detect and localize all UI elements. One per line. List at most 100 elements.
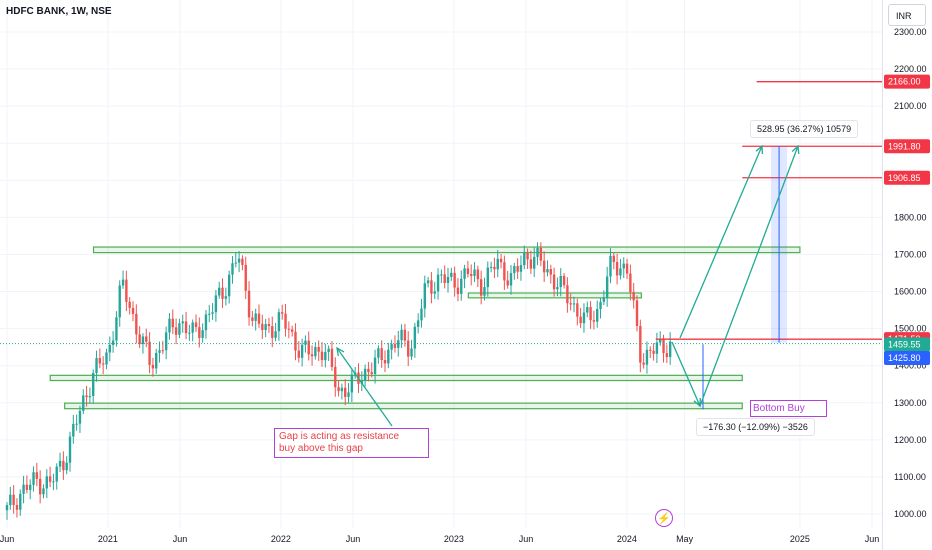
low-price-tag: 1425.80 <box>888 353 921 363</box>
candle-body <box>549 269 552 275</box>
candle-body <box>605 276 609 298</box>
candle-body <box>29 484 32 490</box>
support-zone <box>49 374 743 382</box>
range-up-label: 528.95 (36.27%) 10579 <box>750 120 859 138</box>
candle-body <box>290 329 294 332</box>
candle-body <box>430 280 433 294</box>
candle-body <box>224 296 228 299</box>
candle-body <box>668 341 672 358</box>
candle-body <box>247 290 251 318</box>
candle-body <box>284 313 287 329</box>
candle-body <box>234 262 237 264</box>
candle-body <box>370 372 373 374</box>
candle-body <box>294 331 297 351</box>
level-tag-bg <box>884 74 930 89</box>
candle-body <box>218 287 221 296</box>
x-tick-label: 2025 <box>790 534 810 544</box>
level-tag: 2166.00 <box>888 77 921 87</box>
candle-body <box>101 363 105 365</box>
candle-body <box>261 323 264 330</box>
candle-body <box>337 387 340 392</box>
candle-body <box>377 348 380 358</box>
candle-body <box>529 259 533 269</box>
candle-body <box>19 493 22 510</box>
candle-body <box>483 287 486 296</box>
candle-body <box>241 258 244 265</box>
candle-body <box>135 313 138 335</box>
x-tick-label: 2024 <box>617 534 637 544</box>
current-price-tag: 1459.55 <box>888 339 921 349</box>
y-tick-label: 1600.00 <box>894 287 927 297</box>
candle-body <box>148 341 151 365</box>
candle-body <box>609 255 612 277</box>
currency-selector[interactable]: INR <box>888 4 926 26</box>
candle-body <box>62 460 65 471</box>
candle-body <box>649 349 652 351</box>
candle-body <box>592 320 596 322</box>
candle-body <box>639 325 642 363</box>
arrow-head <box>755 144 764 155</box>
candle-body <box>198 327 201 338</box>
candle-body <box>566 285 569 304</box>
bottom-buy-note[interactable]: Bottom Buy <box>750 400 827 417</box>
candle-body <box>287 328 291 330</box>
candle-body <box>38 478 42 495</box>
candle-body <box>58 460 62 467</box>
candle-body <box>55 466 58 482</box>
candle-body <box>221 287 224 299</box>
candle-body <box>536 247 539 257</box>
y-tick-label: 2300.00 <box>894 27 927 37</box>
candle-body <box>393 344 397 348</box>
lightning-icon[interactable]: ⚡ <box>655 509 673 527</box>
candle-body <box>470 274 473 276</box>
candle-body <box>380 348 383 361</box>
candle-body <box>191 322 194 333</box>
candle-body <box>201 330 204 338</box>
candle-body <box>519 265 523 272</box>
y-tick-label: 1200.00 <box>894 435 927 445</box>
candle-body <box>629 273 632 293</box>
candle-body <box>264 324 267 330</box>
candle-body <box>320 351 324 361</box>
candle-body <box>141 336 145 345</box>
current-price-tag-bg <box>884 337 930 352</box>
candle-body <box>52 481 55 483</box>
candle-body <box>463 268 466 279</box>
candle-body <box>612 255 615 263</box>
candle-body <box>665 353 669 358</box>
candle-body <box>556 287 559 290</box>
candle-body <box>155 352 158 369</box>
candle-body <box>75 423 78 425</box>
candle-body <box>360 380 363 384</box>
candle-body <box>516 266 519 272</box>
candle-body <box>655 342 659 354</box>
candle-body <box>599 301 602 310</box>
candle-body <box>493 266 496 270</box>
candle-body <box>145 336 148 342</box>
candle-body <box>486 267 489 288</box>
x-tick-label: May <box>676 534 694 544</box>
candle-body <box>68 436 72 463</box>
candle-body <box>513 266 516 274</box>
candle-body <box>214 295 218 313</box>
candle-body <box>615 262 619 276</box>
candle-body <box>184 321 188 334</box>
gap-resistance-note[interactable]: Gap is acting as resistance buy above th… <box>274 428 429 458</box>
candle-body <box>267 324 271 327</box>
candle-body <box>589 307 592 321</box>
low-price-tag-bg <box>884 350 930 365</box>
candle-body <box>45 476 48 489</box>
chart-title: HDFC BANK, 1W, NSE <box>6 6 112 17</box>
x-tick-label: 2023 <box>444 534 464 544</box>
candle-body <box>569 303 572 305</box>
candle-body <box>443 274 446 283</box>
candle-body <box>496 258 499 270</box>
candle-body <box>642 362 645 365</box>
candle-body <box>48 476 52 482</box>
candle-body <box>35 472 39 479</box>
candle-body <box>416 320 420 327</box>
candle-body <box>65 462 68 471</box>
candle-body <box>121 279 125 286</box>
candle-body <box>453 272 456 288</box>
